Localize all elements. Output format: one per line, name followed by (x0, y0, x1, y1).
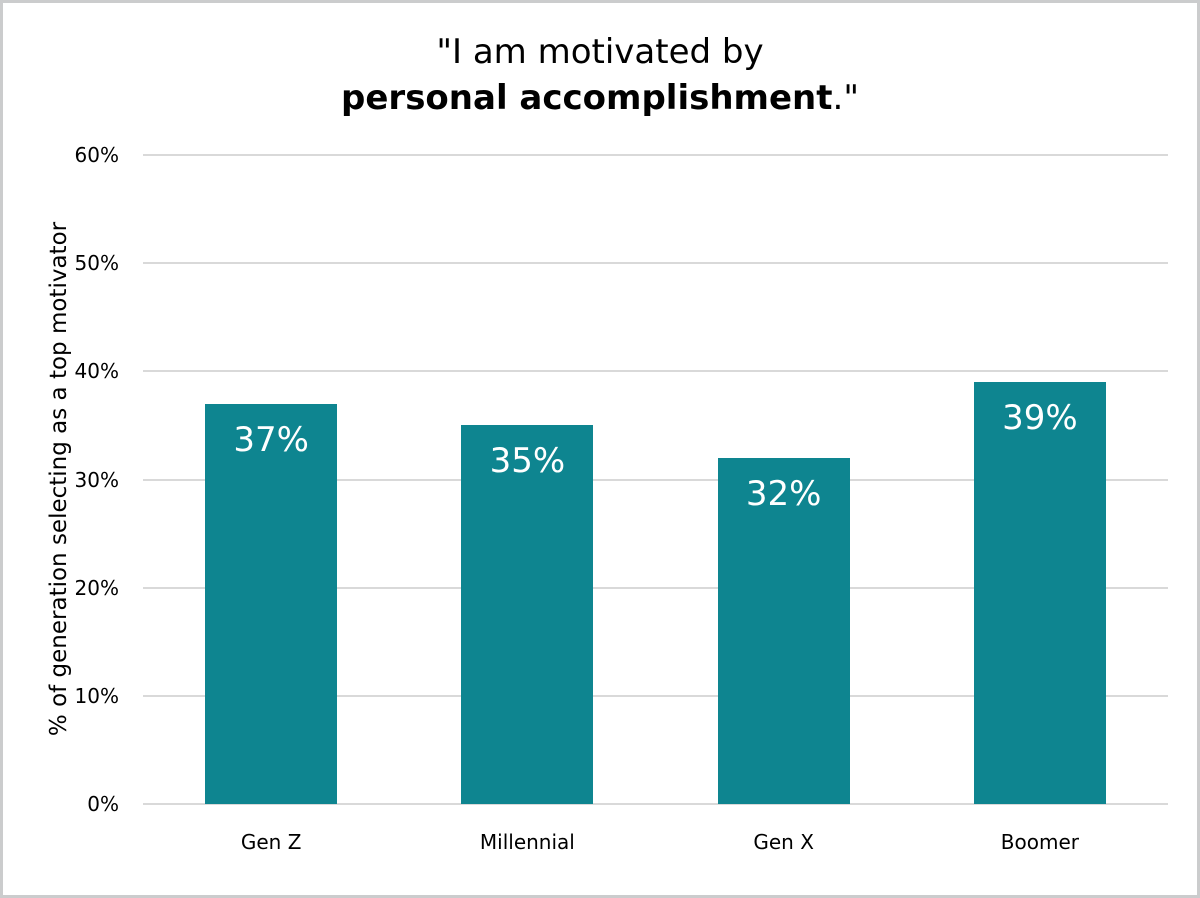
y-tick-label-30%: 30% (74, 467, 119, 492)
y-tick-label-40%: 40% (74, 359, 119, 384)
gridline-50% (143, 262, 1168, 265)
y-tick-label-20%: 20% (74, 575, 119, 600)
chart-title-line2: personal accomplishment." (3, 75, 1197, 121)
gridline-10% (143, 694, 1168, 697)
x-category-label-boomer: Boomer (1000, 830, 1079, 854)
gridline-40% (143, 370, 1168, 373)
y-tick-label-60%: 60% (74, 143, 119, 167)
gridline-0% (143, 803, 1168, 805)
chart-title-line1: "I am motivated by (436, 32, 764, 72)
bar-gen-z: 37% (205, 403, 338, 804)
gridline-20% (143, 586, 1168, 589)
chart-title: "I am motivated by personal accomplishme… (3, 29, 1197, 121)
bar-millennial: 35% (461, 425, 594, 804)
gridline-60% (143, 154, 1168, 156)
bar-value-label-gen-z: 37% (233, 419, 309, 460)
y-tick-label-50%: 50% (74, 251, 119, 276)
x-category-label-gen-z: Gen Z (240, 830, 302, 854)
bar-value-label-gen-x: 32% (745, 473, 822, 514)
y-tick-label-10%: 10% (74, 683, 119, 708)
x-category-label-gen-x: Gen X (753, 830, 814, 854)
x-category-label-millennial: Millennial (479, 830, 575, 854)
chart-title-line2-rest: ." (832, 78, 859, 118)
gridline-30% (143, 478, 1168, 481)
bar-gen-x: 32% (717, 457, 850, 804)
chart-title-bold-phrase: personal accomplishment (341, 78, 833, 118)
bar-boomer: 39% (973, 382, 1106, 804)
bar-value-label-boomer: 39% (1002, 398, 1078, 439)
plot-area: 0% 10% 20% 30% 40% 50% 60% 37% Gen Z 35% Millennia… (75, 143, 1168, 854)
bar-value-label-millennial: 35% (489, 441, 566, 482)
y-axis-title: % of generation selecting as a top motiv… (46, 221, 72, 737)
y-tick-label-0%: 0% (87, 792, 119, 816)
